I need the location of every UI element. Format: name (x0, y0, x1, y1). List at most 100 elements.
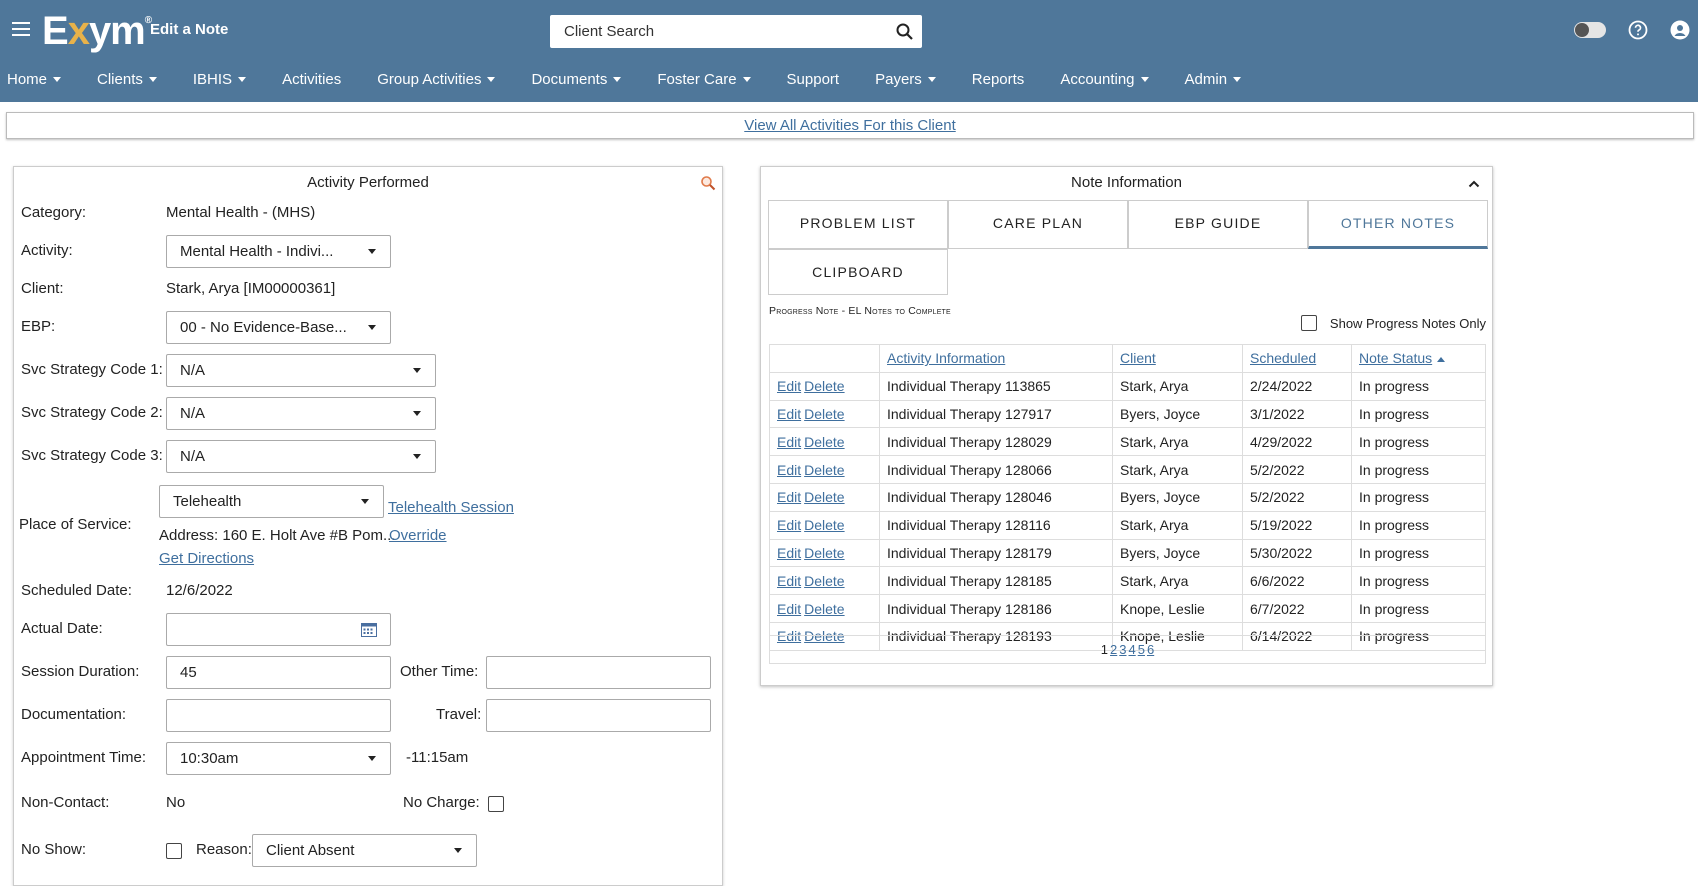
page-link[interactable]: 3 (1119, 642, 1127, 657)
nav-reports[interactable]: Reports (971, 70, 1025, 88)
other-time-label: Other Time: (400, 663, 479, 680)
nav-support[interactable]: Support (786, 70, 840, 88)
exym-logo[interactable]: Exym® (42, 9, 152, 53)
no-show-checkbox[interactable] (166, 843, 182, 859)
delete-link[interactable]: Delete (804, 489, 845, 506)
appointment-time-select[interactable]: 10:30am (166, 742, 391, 775)
client-cell: Knope, Leslie (1112, 594, 1243, 623)
travel-field[interactable] (486, 699, 711, 732)
nav-payers[interactable]: Payers (875, 71, 936, 88)
client-cell: Stark, Arya (1112, 510, 1243, 540)
page-link[interactable]: 4 (1128, 642, 1136, 657)
edit-link[interactable]: Edit (777, 405, 802, 422)
table-row: Edit Delete Individual Therapy 128029 Stark… (769, 427, 1486, 457)
svc-strategy-1-select[interactable]: N/A (166, 354, 436, 387)
client-cell: Byers, Joyce (1112, 399, 1243, 429)
delete-link[interactable]: Delete (804, 405, 845, 422)
edit-link[interactable]: Edit (777, 517, 802, 534)
progress-notes-only-checkbox[interactable] (1300, 315, 1317, 331)
magnify-icon[interactable] (700, 175, 716, 191)
address-text: Address: 160 E. Holt Ave #B Pom... (159, 527, 396, 544)
client-cell: Knope, Leslie (1112, 621, 1243, 651)
ebp-select[interactable]: 00 - No Evidence-Base... (166, 311, 391, 344)
nav-activities[interactable]: Activities (282, 70, 342, 88)
activity-select[interactable]: Mental Health - Indivi... (166, 235, 391, 268)
sort-note-status[interactable]: Note Status (1359, 350, 1433, 367)
nav-documents[interactable]: Documents (531, 71, 622, 88)
edit-link[interactable]: Edit (777, 489, 802, 506)
edit-link[interactable]: Edit (777, 572, 802, 589)
no-charge-checkbox[interactable] (488, 796, 504, 812)
client-search-input[interactable] (550, 15, 886, 48)
hamburger-icon[interactable] (12, 22, 30, 38)
calendar-icon[interactable] (361, 622, 377, 637)
tab-problem-list[interactable]: PROBLEM LIST (768, 200, 948, 249)
actual-date-field[interactable] (166, 613, 391, 646)
page-link[interactable]: 5 (1137, 642, 1145, 657)
delete-link[interactable]: Delete (804, 378, 845, 395)
user-icon[interactable] (1670, 20, 1690, 40)
nav-group-activities[interactable]: Group Activities (377, 71, 496, 88)
activity-info-cell: Individual Therapy 128193 (879, 621, 1113, 651)
sort-activity-info[interactable]: Activity Information (887, 350, 1006, 367)
override-link[interactable]: Override (389, 527, 447, 544)
place-of-service-select[interactable]: Telehealth (159, 485, 384, 518)
nav-clients[interactable]: Clients (97, 71, 157, 88)
activity-info-cell: Individual Therapy 127917 (879, 399, 1113, 429)
chevron-down-icon (368, 325, 376, 330)
actions-header (769, 344, 880, 373)
delete-link[interactable]: Delete (804, 544, 845, 561)
edit-link[interactable]: Edit (777, 433, 802, 450)
view-all-activities-link[interactable]: View All Activities For this Client (744, 117, 956, 134)
delete-link[interactable]: Delete (804, 572, 845, 589)
tab-other-notes[interactable]: OTHER NOTES (1308, 200, 1488, 249)
chevron-down-icon (454, 848, 462, 853)
edit-link[interactable]: Edit (777, 544, 802, 561)
help-icon[interactable] (1628, 20, 1648, 40)
edit-link[interactable]: Edit (777, 600, 802, 617)
page-link[interactable]: 6 (1146, 642, 1155, 657)
nav-home[interactable]: Home (7, 71, 62, 88)
delete-link[interactable]: Delete (804, 517, 845, 534)
session-duration-field[interactable]: 45 (166, 656, 391, 689)
svc-strategy-3-select[interactable]: N/A (166, 440, 436, 473)
notes-table: Activity Information Client Scheduled No… (769, 344, 1486, 651)
tab-clipboard[interactable]: CLIPBOARD (768, 249, 948, 295)
sort-scheduled[interactable]: Scheduled (1250, 350, 1317, 367)
edit-link[interactable]: Edit (777, 461, 802, 478)
table-row: Edit Delete Individual Therapy 128185 Stark… (769, 566, 1486, 596)
note-status-cell: In progress (1351, 399, 1486, 429)
scheduled-cell: 2/24/2022 (1242, 371, 1352, 401)
delete-link[interactable]: Delete (804, 600, 845, 617)
delete-link[interactable]: Delete (804, 433, 845, 450)
svc-strategy-2-select[interactable]: N/A (166, 397, 436, 430)
table-row: Edit Delete Individual Therapy 128193 Knope… (769, 621, 1486, 651)
tab-care-plan[interactable]: CARE PLAN (948, 200, 1128, 249)
other-time-field[interactable] (486, 656, 711, 689)
get-directions-link[interactable]: Get Directions (159, 550, 255, 567)
activity-info-cell: Individual Therapy 113865 (879, 371, 1113, 401)
client-label: Client: (21, 280, 64, 297)
reason-select[interactable]: Client Absent (252, 834, 477, 867)
progress-notes-only-toggle: Show Progress Notes Only (1300, 315, 1486, 331)
edit-link[interactable]: Edit (777, 628, 802, 645)
note-status-cell: In progress (1351, 621, 1486, 651)
svc-strategy-1-value: N/A (180, 362, 206, 379)
delete-link[interactable]: Delete (804, 461, 845, 478)
edit-link[interactable]: Edit (777, 378, 802, 395)
toggle-icon[interactable] (1574, 22, 1606, 38)
tab-ebp-guide[interactable]: EBP GUIDE (1128, 200, 1308, 249)
documentation-field[interactable] (166, 699, 391, 732)
nav-admin[interactable]: Admin (1185, 71, 1242, 88)
page-link[interactable]: 2 (1110, 642, 1118, 657)
nav-ibhis[interactable]: IBHIS (193, 71, 247, 88)
nav-accounting[interactable]: Accounting (1060, 71, 1149, 88)
note-status-header: Note Status (1351, 344, 1486, 373)
telehealth-session-link[interactable]: Telehealth Session (388, 499, 514, 516)
chevron-up-icon[interactable] (1468, 177, 1480, 189)
no-charge-label: No Charge: (403, 794, 480, 811)
sort-client[interactable]: Client (1120, 350, 1156, 367)
search-icon[interactable] (886, 15, 922, 48)
delete-link[interactable]: Delete (804, 628, 845, 645)
nav-foster-care[interactable]: Foster Care (657, 71, 751, 88)
